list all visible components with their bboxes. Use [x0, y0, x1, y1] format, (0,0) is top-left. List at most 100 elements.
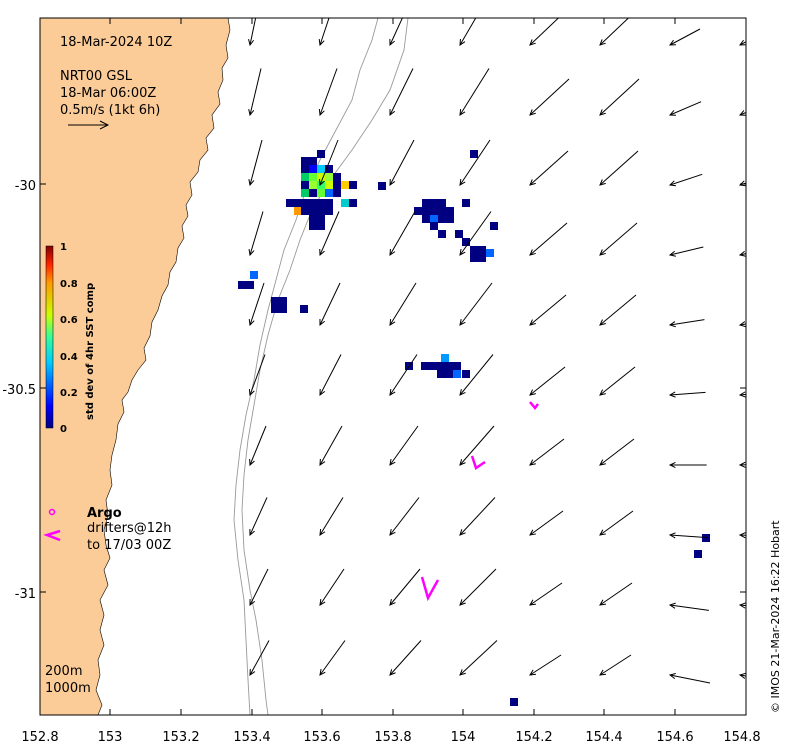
current-arrowhead [599, 389, 606, 396]
current-arrowhead [668, 391, 676, 398]
sst-pixel [294, 207, 302, 215]
analysis-datetime: 18-Mar-2024 10Z [60, 35, 172, 50]
current-arrow [459, 282, 493, 326]
current-arrow [319, 354, 342, 396]
sst-pixel [462, 370, 470, 378]
current-arrow [319, 282, 341, 326]
current-arrowhead [668, 532, 676, 539]
sst-pixel [462, 238, 470, 246]
sst-pixel [325, 189, 333, 197]
sst-pixel [309, 165, 317, 173]
sst-pixel [414, 207, 422, 215]
current-arrowhead [599, 669, 607, 676]
current-arrow [319, 139, 339, 186]
current-arrow [459, 497, 496, 536]
current-arrow [249, 18, 257, 46]
current-arrowhead [249, 458, 255, 467]
current-arrowhead [459, 38, 466, 46]
sst-pixel [462, 199, 470, 207]
sst-pixel [317, 199, 325, 207]
current-arrow [739, 393, 746, 396]
current-arrowhead [319, 248, 325, 257]
sst-pixel [441, 354, 449, 362]
current-arrowhead [389, 38, 395, 47]
current-arrowhead [459, 178, 466, 186]
argo-symbol [48, 508, 56, 516]
current-arrowhead [249, 668, 256, 677]
x-tick-label: 153.8 [374, 730, 411, 745]
sst-pixel [470, 246, 478, 254]
current-arrow [669, 674, 711, 684]
current-arrow [599, 78, 640, 116]
sst-pixel [271, 297, 279, 305]
current-arrowhead [319, 598, 326, 606]
sst-pixel [238, 281, 246, 289]
current-arrowhead [668, 461, 676, 469]
current-arrow [249, 354, 266, 396]
current-arrow [249, 568, 269, 606]
drifter-symbol [43, 529, 61, 542]
current-arrow [249, 640, 270, 676]
sst-pixel [438, 207, 446, 215]
x-tick-label: 154 [451, 730, 476, 745]
sst-pixel [446, 207, 454, 215]
current-arrowhead [599, 599, 607, 606]
drifter-track [420, 576, 440, 602]
current-arrow [529, 654, 562, 676]
current-arrow [669, 246, 704, 256]
current-arrowhead [668, 321, 676, 328]
current-arrowhead [668, 110, 677, 116]
current-arrowhead [459, 459, 466, 466]
y-tick-label: -30.5 [2, 383, 36, 398]
x-tick-label: 154.8 [723, 730, 760, 745]
current-arrowhead [668, 39, 677, 46]
current-arrow [389, 640, 422, 676]
drifter-tracks [420, 401, 539, 602]
sst-pixel [300, 305, 308, 313]
current-arrow [599, 510, 634, 536]
current-arrowhead [529, 459, 536, 466]
current-arrowhead [389, 178, 396, 187]
sst-pixel [478, 254, 486, 262]
sst-pixel [317, 165, 325, 173]
current-arrowhead [459, 599, 466, 606]
current-arrowhead [319, 528, 326, 536]
current-arrow [319, 18, 330, 46]
sst-pixel [301, 173, 309, 181]
current-arrow [459, 354, 494, 396]
current-arrow [599, 654, 632, 676]
current-arrowhead [599, 459, 606, 466]
current-arrowhead [599, 109, 606, 116]
current-arrowhead [529, 319, 536, 326]
current-arrow [669, 534, 708, 539]
current-arrowhead [318, 108, 325, 117]
y-axis: -30 -30.5 -31 [2, 179, 36, 602]
scale-arrow [68, 120, 110, 130]
sst-pixel [349, 181, 357, 189]
current-arrow [459, 139, 491, 186]
current-arrow [599, 582, 633, 606]
current-arrow [389, 211, 416, 256]
colorbar-tick: 1 [60, 242, 67, 253]
current-arrowhead [459, 389, 466, 396]
current-arrowhead [319, 178, 325, 187]
current-arrowhead [389, 459, 396, 466]
sst-pixel [422, 215, 430, 223]
current-arrow [739, 604, 746, 607]
sst-pixel [421, 362, 429, 370]
colorbar-gradient [45, 245, 54, 429]
sst-pixel [325, 207, 333, 215]
x-tick-label: 154.2 [515, 730, 552, 745]
coastline-land [40, 18, 231, 715]
current-arrowhead [319, 318, 325, 327]
current-arrow [669, 28, 701, 46]
plot-area [40, 18, 746, 715]
current-arrowhead [249, 598, 256, 607]
current-arrow [249, 425, 267, 466]
current-arrowhead [738, 672, 746, 679]
current-arrowhead [389, 388, 396, 396]
product-name: NRT00 GSL [60, 69, 133, 84]
current-arrow [529, 510, 564, 536]
current-arrow [529, 366, 566, 396]
